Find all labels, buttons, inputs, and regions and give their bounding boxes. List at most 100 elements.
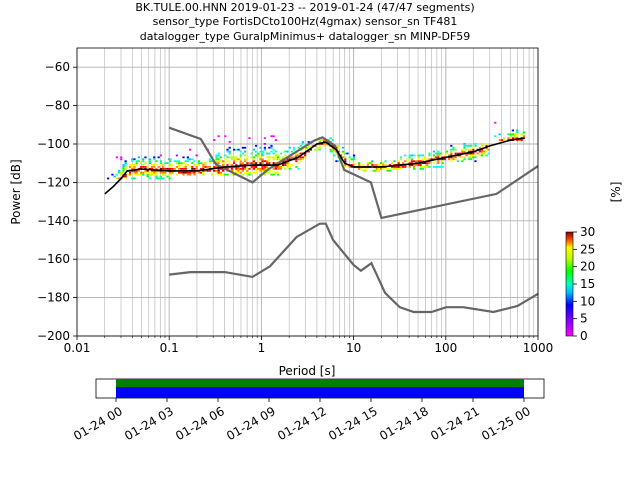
psd-cell xyxy=(322,143,326,145)
plot-background xyxy=(77,48,538,336)
psd-cell xyxy=(272,158,275,161)
psd-cell xyxy=(377,169,380,172)
psd-cell xyxy=(254,167,258,170)
psd-cell xyxy=(272,171,275,174)
psd-cell xyxy=(131,158,134,161)
psd-cell xyxy=(175,173,178,176)
psd-cell xyxy=(297,167,300,170)
psd-cell xyxy=(426,166,429,168)
psd-cell xyxy=(279,167,283,170)
psd-cell xyxy=(189,173,192,176)
psd-cell xyxy=(169,160,172,163)
psd-cell xyxy=(478,154,481,157)
psd-cell xyxy=(412,164,416,166)
psd-cell xyxy=(348,166,351,168)
psd-cell xyxy=(352,162,356,164)
psd-cell xyxy=(133,166,136,168)
colorbar: 0 5 10 15 20 25 30 [%] xyxy=(565,182,623,343)
psd-cell xyxy=(485,154,488,157)
psd-cell xyxy=(241,173,244,176)
psd-cell xyxy=(439,152,442,155)
psd-cell xyxy=(215,171,218,174)
psd-cell xyxy=(261,160,264,163)
psd-cell xyxy=(252,162,255,164)
psd-cell xyxy=(423,158,427,161)
psd-cell xyxy=(180,162,183,164)
psd-cell xyxy=(391,166,394,168)
psd-cell xyxy=(144,171,147,174)
psd-cell xyxy=(293,148,296,151)
psd-cell xyxy=(428,154,431,157)
psd-cell xyxy=(259,146,262,149)
psd-cell xyxy=(171,164,174,166)
psd-cell xyxy=(265,152,269,155)
psd-cell xyxy=(186,164,189,166)
psd-cell xyxy=(246,173,249,176)
psd-cell xyxy=(276,156,280,159)
colorbar-tick-label: 20 xyxy=(580,260,595,274)
psd-cell xyxy=(178,167,181,170)
psd-cell xyxy=(467,148,470,151)
psd-cell xyxy=(454,158,457,161)
psd-cell xyxy=(404,160,407,163)
psd-cell xyxy=(219,171,222,174)
psd-cell xyxy=(434,166,438,168)
psd-cell xyxy=(153,158,156,161)
psd-cell xyxy=(182,162,185,164)
psd-cell xyxy=(426,164,429,166)
psd-cell xyxy=(461,148,464,151)
psd-cell xyxy=(189,148,192,151)
psd-cell xyxy=(322,144,326,147)
psd-cell xyxy=(428,152,431,155)
psd-cell xyxy=(384,167,387,170)
psd-cell xyxy=(131,166,134,168)
psd-cell xyxy=(522,135,525,138)
psd-cell xyxy=(232,173,236,176)
psd-cell xyxy=(329,150,332,153)
psd-cell xyxy=(268,162,271,164)
psd-cell xyxy=(305,146,308,149)
psd-cell xyxy=(382,167,385,170)
psd-cell xyxy=(239,160,242,163)
timeline-tick-label: 01-24 18 xyxy=(377,404,431,443)
psd-cell xyxy=(124,173,127,176)
psd-cell xyxy=(318,141,321,143)
psd-cell xyxy=(364,169,367,172)
psd-cell xyxy=(284,164,287,166)
psd-cell xyxy=(432,166,435,168)
timeline-tick-label: 01-24 00 xyxy=(71,404,125,443)
psd-cell xyxy=(180,164,183,166)
psd-cell xyxy=(393,166,396,168)
psd-cell xyxy=(243,160,247,163)
psd-cell xyxy=(237,169,240,172)
psd-cell xyxy=(221,164,225,166)
psd-cell xyxy=(434,156,438,159)
psd-cell xyxy=(272,148,275,151)
psd-cell xyxy=(142,164,145,166)
psd-cell xyxy=(485,148,488,151)
psd-cell xyxy=(120,173,123,176)
psd-cell xyxy=(448,158,451,161)
psd-cell xyxy=(228,162,231,164)
psd-cell xyxy=(439,166,442,168)
psd-cell xyxy=(397,160,400,163)
psd-cell xyxy=(221,169,225,172)
psd-cell xyxy=(228,150,231,153)
psd-cell xyxy=(224,135,227,138)
psd-cell xyxy=(509,135,512,138)
psd-cell xyxy=(371,164,374,166)
psd-cell xyxy=(155,160,158,163)
psd-cell xyxy=(341,156,345,159)
psd-cell xyxy=(432,162,435,164)
psd-cell xyxy=(360,164,363,166)
colorbar-ticks: 0 5 10 15 20 25 30 xyxy=(573,225,595,343)
psd-cell xyxy=(219,160,222,163)
psd-cell xyxy=(166,175,169,178)
psd-cell xyxy=(325,143,328,145)
psd-cell xyxy=(232,148,236,151)
psd-cell xyxy=(224,154,227,157)
psd-cell xyxy=(307,144,310,147)
psd-cell xyxy=(432,150,435,153)
x-tick-label: 0.01 xyxy=(64,341,91,355)
psd-cell xyxy=(257,167,260,170)
